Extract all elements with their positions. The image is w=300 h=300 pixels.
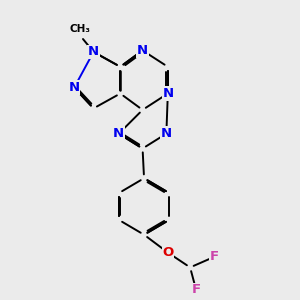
Text: N: N [69, 81, 80, 94]
Text: N: N [162, 87, 173, 100]
Text: N: N [88, 45, 99, 58]
Text: F: F [191, 283, 201, 296]
Text: CH₃: CH₃ [70, 24, 91, 34]
Text: N: N [113, 127, 124, 140]
Text: N: N [161, 127, 172, 140]
Text: O: O [162, 246, 173, 259]
Text: F: F [209, 250, 218, 263]
Text: N: N [137, 44, 148, 57]
Text: N: N [88, 45, 99, 58]
